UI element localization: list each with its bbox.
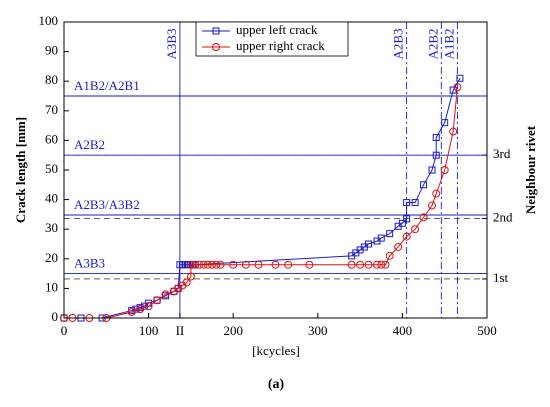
data-point xyxy=(381,260,390,269)
y-tick-label: 70 xyxy=(45,102,58,117)
reference-hline-label: A3B3 xyxy=(74,256,105,271)
data-point xyxy=(195,260,204,269)
reference-vline-label: A2B2 xyxy=(425,28,440,59)
y-tick-label: 40 xyxy=(45,191,58,206)
data-point xyxy=(453,83,462,92)
x-tick-label: 0 xyxy=(61,323,68,338)
data-point xyxy=(373,260,382,269)
data-point xyxy=(212,260,221,269)
data-point xyxy=(432,151,440,159)
data-point xyxy=(377,234,385,242)
data-point xyxy=(398,219,406,227)
data-point xyxy=(305,260,314,269)
legend-marker xyxy=(212,27,220,35)
legend-box xyxy=(195,21,349,57)
data-point xyxy=(208,260,217,269)
y-tick-label: 90 xyxy=(45,43,58,58)
data-point xyxy=(216,260,225,269)
data-point xyxy=(428,166,436,174)
data-point xyxy=(411,199,419,207)
y2-tick-label: 1st xyxy=(493,270,509,285)
data-point xyxy=(271,260,280,269)
caption: (a) xyxy=(268,377,285,392)
y-tick-label: 100 xyxy=(39,13,59,28)
x-tick-label: 200 xyxy=(223,323,243,338)
data-point xyxy=(411,225,420,234)
data-point xyxy=(182,278,191,287)
data-point xyxy=(186,272,195,281)
data-point xyxy=(456,74,464,82)
data-point xyxy=(440,166,449,174)
y2-axis-label: Neighbour rivet xyxy=(523,125,538,214)
data-point xyxy=(365,240,373,248)
x-tick-label: 400 xyxy=(393,323,413,338)
data-point xyxy=(347,260,356,269)
y-tick-label: 10 xyxy=(45,279,58,294)
data-point xyxy=(419,213,428,222)
y2-tick-label: 3rd xyxy=(493,146,511,161)
reference-hline-label: A2B2 xyxy=(74,137,105,152)
data-point xyxy=(385,251,394,260)
y2-tick-label: 2nd xyxy=(493,210,513,225)
data-point xyxy=(432,133,440,141)
x-tick-label: II xyxy=(176,323,185,338)
data-point xyxy=(136,305,145,314)
y-tick-label: 50 xyxy=(45,161,58,176)
data-point xyxy=(441,119,449,127)
y-axis-label: Crack length [mm] xyxy=(13,117,28,223)
data-point xyxy=(403,215,411,223)
data-point xyxy=(127,308,136,317)
legend-label: upper right crack xyxy=(236,38,325,53)
data-point xyxy=(144,302,153,311)
reference-vline-label: A3B3 xyxy=(164,28,179,59)
reference-vline-label: A1B2 xyxy=(441,28,456,59)
y-tick-label: 20 xyxy=(45,250,58,265)
data-point xyxy=(386,230,394,238)
reference-vline-label: A2B3 xyxy=(391,28,406,59)
data-point xyxy=(428,201,437,210)
x-axis-label: [kcycles] xyxy=(252,343,300,358)
data-point xyxy=(229,260,238,269)
x-tick-label: 100 xyxy=(139,323,159,338)
data-point xyxy=(420,181,428,189)
data-point xyxy=(254,260,263,269)
data-point xyxy=(402,232,411,241)
data-point xyxy=(377,260,386,269)
x-tick-label: 500 xyxy=(477,323,497,338)
y-tick-label: 30 xyxy=(45,220,58,235)
data-point xyxy=(161,290,170,299)
data-point xyxy=(432,189,441,198)
series-line xyxy=(64,87,458,319)
data-point xyxy=(356,260,365,269)
data-point xyxy=(153,296,162,305)
data-point xyxy=(191,260,200,269)
data-point xyxy=(241,260,250,269)
legend-label: upper left crack xyxy=(236,22,318,37)
y-tick-label: 0 xyxy=(52,309,59,324)
legend-marker xyxy=(212,43,220,51)
y-tick-label: 60 xyxy=(45,131,58,146)
data-point xyxy=(203,260,212,269)
data-point xyxy=(449,127,458,136)
reference-hline-label: A2B3/A3B2 xyxy=(74,197,140,212)
data-point xyxy=(364,260,373,269)
data-point xyxy=(284,260,293,269)
reference-hline-label: A1B2/A2B1 xyxy=(74,78,140,93)
data-point xyxy=(403,199,411,207)
y-tick-label: 80 xyxy=(45,72,58,87)
data-point xyxy=(394,242,403,251)
data-point xyxy=(186,260,195,269)
x-tick-label: 300 xyxy=(308,323,328,338)
data-point xyxy=(199,260,208,269)
